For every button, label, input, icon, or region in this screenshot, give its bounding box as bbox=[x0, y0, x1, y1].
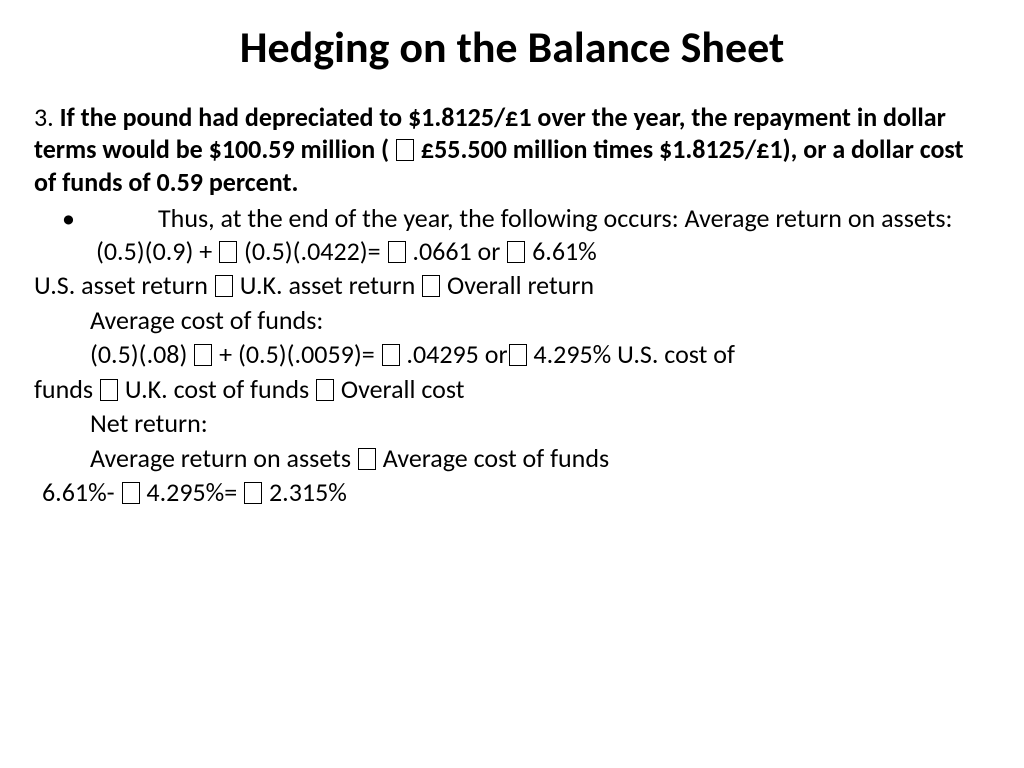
missing-glyph-icon bbox=[382, 344, 400, 366]
text: 2.315% bbox=[263, 476, 347, 508]
net-return-label: Net return: bbox=[34, 407, 990, 440]
text: .0661 or bbox=[407, 235, 507, 267]
text: 6.61%- bbox=[42, 476, 121, 508]
missing-glyph-icon bbox=[316, 379, 334, 401]
missing-glyph-icon bbox=[215, 275, 233, 297]
calc-line-1: (0.5)(0.9) + (0.5)(.0422)= .0661 or 6.61… bbox=[34, 235, 990, 268]
text: U.S. asset return bbox=[34, 269, 214, 301]
missing-glyph-icon bbox=[388, 241, 406, 263]
slide-title: Hedging on the Balance Sheet bbox=[34, 22, 990, 73]
text: U.K. asset return bbox=[234, 269, 421, 301]
missing-glyph-icon bbox=[194, 344, 212, 366]
missing-glyph-icon bbox=[396, 139, 414, 161]
avg-cost-label: Average cost of funds: bbox=[34, 304, 990, 337]
paragraph-main: 3. If the pound had depreciated to $1.81… bbox=[34, 101, 990, 199]
missing-glyph-icon bbox=[358, 448, 376, 470]
slide-body: 3. If the pound had depreciated to $1.81… bbox=[34, 101, 990, 509]
text: 6.61% bbox=[526, 235, 597, 267]
bullet-item: Thus, at the end of the year, the follow… bbox=[34, 202, 990, 235]
text: (0.5)(.0422)= bbox=[238, 235, 386, 267]
text: U.K. cost of funds bbox=[119, 373, 315, 405]
text: (0.5)(0.9) + bbox=[96, 235, 218, 267]
missing-glyph-icon bbox=[507, 241, 525, 263]
text: Average return on assets bbox=[90, 442, 357, 474]
text: .04295 or bbox=[401, 338, 508, 370]
text: Overall return bbox=[441, 269, 594, 301]
net-return-line: Average return on assets Average cost of… bbox=[34, 442, 990, 475]
calc-line-3: 6.61%- 4.295%= 2.315% bbox=[34, 476, 990, 509]
bullet-text: Thus, at the end of the year, the follow… bbox=[96, 202, 990, 235]
missing-glyph-icon bbox=[122, 482, 140, 504]
text: (0.5)(.08) bbox=[90, 338, 193, 370]
missing-glyph-icon bbox=[422, 275, 440, 297]
text: 4.295% U.S. cost of bbox=[528, 338, 735, 370]
cost-breakdown-line: funds U.K. cost of funds Overall cost bbox=[34, 373, 990, 406]
text: funds bbox=[34, 373, 99, 405]
return-breakdown-line: U.S. asset return U.K. asset return Over… bbox=[34, 269, 990, 302]
missing-glyph-icon bbox=[100, 379, 118, 401]
slide: { "title": "Hedging on the Balance Sheet… bbox=[0, 0, 1024, 768]
text: + (0.5)(.0059)= bbox=[213, 338, 380, 370]
text: Overall cost bbox=[335, 373, 464, 405]
missing-glyph-icon bbox=[244, 482, 262, 504]
missing-glyph-icon bbox=[219, 241, 237, 263]
text: 4.295%= bbox=[141, 476, 244, 508]
missing-glyph-icon bbox=[509, 344, 527, 366]
list-number: 3. bbox=[34, 101, 60, 133]
text: Average cost of funds bbox=[377, 442, 609, 474]
calc-line-2: (0.5)(.08) + (0.5)(.0059)= .04295 or 4.2… bbox=[34, 338, 990, 371]
